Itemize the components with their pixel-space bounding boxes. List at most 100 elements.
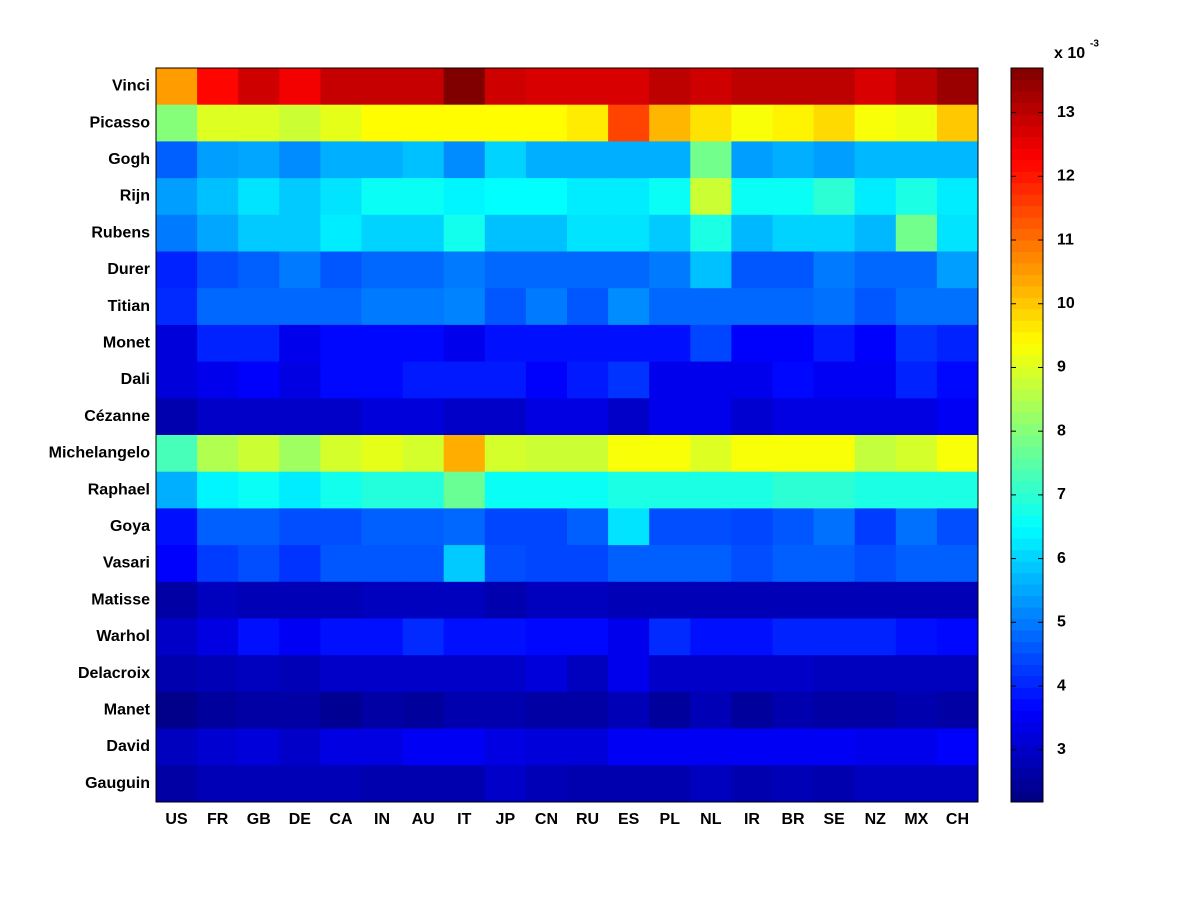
heatmap-cell (197, 288, 239, 326)
heatmap-cell (361, 655, 404, 693)
heatmap-cell (197, 618, 239, 656)
heatmap-cell (320, 324, 362, 363)
heatmap-cell (608, 655, 650, 693)
heatmap-cell (156, 545, 198, 583)
heatmap-cell (608, 68, 650, 106)
heatmap-cell (813, 581, 856, 619)
heatmap-cell (361, 471, 404, 509)
heatmap-cell (238, 104, 280, 142)
heatmap-cell (813, 728, 856, 766)
heatmap-cell (936, 68, 979, 106)
colorbar-step (1011, 687, 1043, 700)
heatmap-cell (197, 251, 239, 289)
heatmap-cell (567, 361, 609, 399)
heatmap-cell (279, 728, 321, 766)
heatmap-cell (854, 545, 897, 583)
heatmap-cell (402, 398, 445, 436)
heatmap-cell (484, 178, 527, 216)
heatmap-cell (156, 68, 198, 106)
heatmap-cell (690, 324, 732, 363)
heatmap-cell (484, 691, 527, 730)
heatmap-cell (525, 691, 568, 730)
heatmap-cell (731, 581, 773, 619)
heatmap-cell (443, 214, 486, 252)
heatmap-cell (279, 471, 321, 509)
y-tick-label: Vinci (112, 78, 150, 95)
colorbar-step (1011, 68, 1043, 80)
heatmap-cell (238, 728, 280, 766)
colorbar-step (1011, 240, 1043, 252)
heatmap-cell (813, 471, 856, 509)
heatmap-cell (484, 288, 527, 326)
colorbar-tick-label: 4 (1057, 677, 1066, 694)
heatmap-cell (895, 398, 938, 436)
x-tick-label: NL (700, 811, 722, 828)
heatmap-cell (649, 655, 691, 693)
heatmap-cell (361, 324, 404, 363)
colorbar-step (1011, 652, 1043, 665)
heatmap-cell (854, 471, 897, 509)
heatmap-cell (361, 68, 404, 106)
heatmap-cell (443, 324, 486, 363)
heatmap-cell (772, 324, 815, 363)
heatmap-cell (649, 618, 691, 656)
heatmap-cell (567, 581, 609, 619)
heatmap-cell (731, 398, 773, 436)
colorbar-step (1011, 366, 1043, 379)
heatmap-cell (525, 728, 568, 766)
heatmap-cell (813, 618, 856, 656)
x-tick-label: IN (374, 811, 390, 828)
heatmap-cell (443, 655, 486, 693)
heatmap-cell (772, 691, 815, 730)
heatmap-cell (525, 435, 568, 473)
y-tick-label: David (106, 738, 150, 755)
heatmap-cell (895, 68, 938, 106)
heatmap-cell (731, 178, 773, 216)
x-tick-label: NZ (865, 811, 887, 828)
heatmap-cell (608, 361, 650, 399)
heatmap-cell (156, 361, 198, 399)
heatmap-cell (854, 141, 897, 179)
heatmap-cell (525, 398, 568, 436)
heatmap-cell (402, 728, 445, 766)
heatmap-cell (156, 104, 198, 142)
x-tick-label: MX (904, 811, 928, 828)
heatmap-cell (567, 251, 609, 289)
heatmap-cell (320, 581, 362, 619)
heatmap-cell (320, 361, 362, 399)
heatmap-cell (731, 104, 773, 142)
heatmap-cell (567, 288, 609, 326)
colorbar-step (1011, 675, 1043, 688)
heatmap-cell (649, 324, 691, 363)
y-tick-label: Rijn (120, 188, 150, 205)
heatmap-cell (895, 324, 938, 363)
heatmap-cell (238, 765, 280, 803)
colorbar-step (1011, 710, 1043, 723)
heatmap-cell (361, 214, 404, 252)
colorbar-step (1011, 733, 1043, 746)
heatmap-cell (936, 581, 979, 619)
heatmap-cell (443, 68, 486, 106)
heatmap-cell (443, 178, 486, 216)
x-tick-label: PL (660, 811, 681, 828)
heatmap-cell (567, 141, 609, 179)
heatmap-cell (854, 178, 897, 216)
heatmap-cell (156, 178, 198, 216)
colorbar-step (1011, 228, 1043, 241)
heatmap-cell (156, 398, 198, 436)
colorbar-scale-base: x 10 (1054, 45, 1085, 62)
colorbar-scale-exponent: -3 (1090, 39, 1099, 50)
heatmap-cell (895, 214, 938, 252)
heatmap-cell (238, 655, 280, 693)
heatmap-cell (156, 765, 198, 803)
colorbar-step (1011, 744, 1043, 757)
heatmap-cell (608, 398, 650, 436)
colorbar-step (1011, 205, 1043, 218)
heatmap-cell (690, 178, 732, 216)
heatmap-cell (525, 68, 568, 106)
heatmap-cell (854, 655, 897, 693)
heatmap-cell (813, 508, 856, 546)
heatmap-cell (608, 435, 650, 473)
heatmap-cell (567, 691, 609, 730)
heatmap-cell (936, 618, 979, 656)
